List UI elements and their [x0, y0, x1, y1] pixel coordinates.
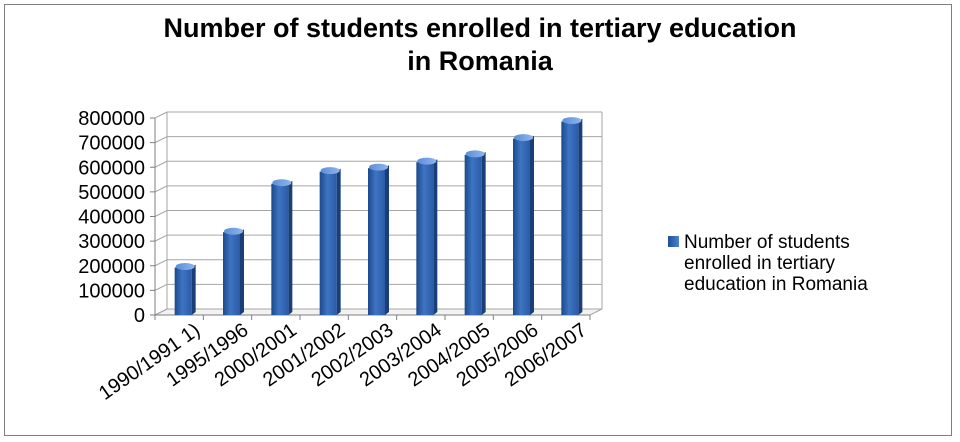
bar-front: [464, 154, 482, 315]
legend-label: Number of students enrolled in tertiary …: [684, 232, 954, 295]
bar: [561, 117, 583, 315]
y-tick-label: 500000: [78, 182, 145, 204]
bar: [174, 263, 196, 315]
y-tick-label: 800000: [78, 108, 145, 130]
gridline: [154, 111, 602, 119]
bar-front: [368, 168, 385, 315]
bar-top: [465, 150, 485, 158]
bar-top: [514, 134, 533, 142]
bar-side: [336, 168, 341, 315]
y-tick-label: 100000: [78, 280, 145, 302]
y-tick-label: 300000: [78, 231, 145, 253]
bar-top: [224, 227, 243, 235]
y-tick-label: 600000: [78, 157, 145, 179]
bar-side: [481, 151, 486, 315]
bar: [513, 134, 534, 315]
bar-front: [319, 171, 337, 315]
legend-swatch: [668, 236, 679, 247]
bar-front: [561, 121, 579, 315]
bar-top: [175, 263, 195, 271]
bar-side: [530, 135, 534, 315]
bar-top: [417, 157, 437, 165]
bar-front: [223, 232, 240, 315]
bar-side: [385, 165, 389, 315]
bar-side: [578, 118, 583, 315]
y-tick-label: 0: [134, 305, 145, 327]
bar-front: [271, 183, 289, 315]
legend-label-line-3: education in Romania: [684, 274, 868, 295]
chart-title: Number of students enrolled in tertiary …: [0, 12, 960, 78]
chart-title-line-1: Number of students enrolled in tertiary …: [163, 13, 797, 43]
bar-top: [320, 167, 340, 175]
chart-title-line-2: in Romania: [407, 46, 553, 76]
bar: [223, 227, 244, 315]
bar: [319, 167, 341, 315]
bar: [271, 179, 293, 315]
bar-side: [191, 264, 196, 315]
bar: [416, 157, 438, 315]
bar-side: [288, 180, 293, 315]
bar-side: [433, 159, 438, 315]
gridline: [154, 136, 602, 144]
bar: [368, 163, 389, 315]
bar-side: [240, 229, 244, 315]
legend-label-line-2: enrolled in tertiary: [684, 253, 836, 274]
bar-top: [562, 117, 582, 125]
bar: [464, 150, 486, 315]
bars: [174, 117, 583, 315]
legend-label-line-1: Number of students: [684, 232, 850, 253]
bar-top: [369, 163, 388, 171]
bar-front: [174, 267, 192, 315]
y-tick-label: 400000: [78, 207, 145, 229]
x-tick-labels: 1990/1991 1)1995/19962000/20012001/20022…: [95, 319, 591, 405]
y-tick-label: 700000: [78, 133, 145, 155]
bar-front: [416, 162, 434, 315]
y-tick-label: 200000: [78, 256, 145, 278]
bar-top: [272, 179, 292, 187]
bar-front: [513, 138, 530, 315]
